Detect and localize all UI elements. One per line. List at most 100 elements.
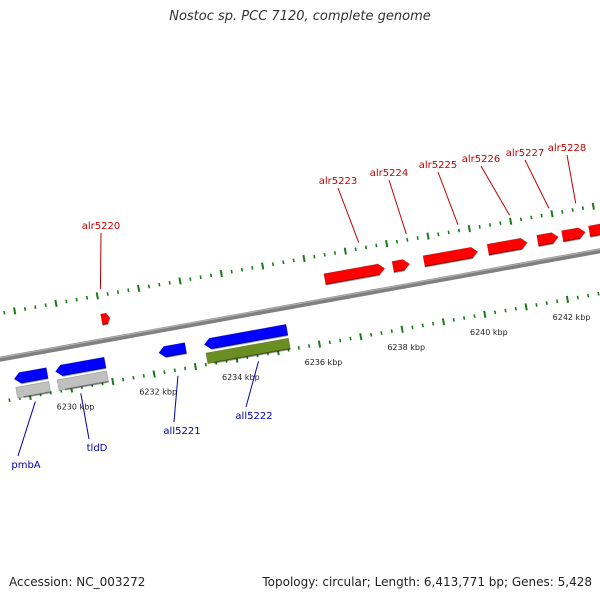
forward-gene-alr5227-shade xyxy=(538,242,554,248)
reverse-gene-all5222[interactable] xyxy=(203,323,289,350)
top-tick xyxy=(581,206,585,211)
forward-gene-alr5228[interactable] xyxy=(561,227,586,243)
reverse-gene-label[interactable]: tldD xyxy=(87,443,108,454)
reverse-gene-tldD-shade xyxy=(62,366,107,377)
forward-gene-label[interactable]: alr5223 xyxy=(319,176,357,187)
top-tick xyxy=(467,225,471,233)
top-tick xyxy=(199,275,202,280)
forward-gene[interactable] xyxy=(588,223,600,238)
bottom-tick xyxy=(400,325,404,333)
forward-gene-alr5227[interactable] xyxy=(536,232,559,247)
backbone-highlight xyxy=(0,248,600,359)
reverse-gene-label[interactable]: pmbA xyxy=(11,460,40,471)
bottom-tick xyxy=(432,321,435,326)
top-tick xyxy=(488,223,492,227)
forward-gene-label[interactable]: alr5224 xyxy=(370,168,408,179)
reverse-gene-pmbA[interactable] xyxy=(13,367,49,384)
top-tick xyxy=(519,217,523,222)
forward-gene-alr5220[interactable] xyxy=(100,312,111,326)
top-tick xyxy=(158,282,161,287)
forward-gene-alr5226-shade xyxy=(488,248,523,257)
top-tick xyxy=(509,217,513,225)
top-tick xyxy=(116,290,120,295)
top-tick xyxy=(591,202,595,210)
forward-gene-label[interactable]: alr5228 xyxy=(548,143,586,154)
kbp-label: 6240 kbp xyxy=(470,328,508,337)
reverse-gene-label[interactable]: all5222 xyxy=(235,411,272,422)
bottom-tick xyxy=(142,374,145,378)
bottom-tick xyxy=(359,333,363,341)
bottom-tick xyxy=(483,310,487,318)
bottom-tick xyxy=(556,299,559,304)
forward-gene-label[interactable]: alr5225 xyxy=(419,160,457,171)
top-tick xyxy=(85,295,89,300)
forward-gene-alr5225-shade xyxy=(424,257,473,268)
top-tick xyxy=(34,305,37,309)
top-tick xyxy=(13,307,17,315)
top-tick xyxy=(189,277,192,281)
pseudo-gene-shade xyxy=(23,391,51,399)
top-tick xyxy=(313,254,316,259)
forward-gene-alr5226[interactable] xyxy=(486,237,528,256)
top-tick xyxy=(168,280,171,285)
reverse-gene-label[interactable]: all5221 xyxy=(163,426,200,437)
bottom-tick xyxy=(587,293,590,298)
reverse-gene-all5221-shade xyxy=(165,352,187,359)
top-tick xyxy=(406,238,409,242)
gene-features[interactable] xyxy=(13,223,600,399)
bottom-tick xyxy=(132,375,135,380)
top-tick xyxy=(23,307,27,311)
kbp-label: 6238 kbp xyxy=(387,343,425,352)
forward-gene-alr5224[interactable] xyxy=(391,259,410,273)
forward-gene-label[interactable]: alr5227 xyxy=(506,148,544,159)
pseudo-gene[interactable] xyxy=(56,370,109,392)
bottom-tick xyxy=(514,306,517,311)
bottom-tick xyxy=(452,318,455,322)
kbp-label: 6234 kbp xyxy=(222,373,260,382)
bottom-tick xyxy=(535,303,538,307)
reverse-gene-all5221[interactable] xyxy=(158,342,188,358)
kbp-label: 6236 kbp xyxy=(305,358,343,367)
bottom-tick xyxy=(328,340,331,345)
gene-labels[interactable]: alr5220 alr5223 alr5224 alr5225 alr5226 alr52… xyxy=(11,143,586,471)
bottom-tick xyxy=(463,316,466,320)
top-tick xyxy=(54,299,58,307)
pseudo-gene[interactable] xyxy=(15,381,52,399)
top-tick xyxy=(137,284,141,293)
top-tick xyxy=(530,215,533,220)
forward-gene-shade xyxy=(590,234,600,238)
top-tick xyxy=(354,247,357,252)
bottom-tick xyxy=(204,362,207,367)
bottom-tick xyxy=(317,340,322,348)
top-tick xyxy=(65,299,68,304)
top-tick xyxy=(437,232,440,237)
rna-gene[interactable] xyxy=(205,337,291,365)
top-tick xyxy=(385,239,389,248)
top-tick xyxy=(457,228,461,233)
top-tick xyxy=(261,262,265,270)
bottom-tick xyxy=(349,336,352,341)
forward-gene-alr5224-shade xyxy=(393,269,405,274)
forward-gene-label[interactable]: alr5220 xyxy=(82,221,120,232)
reverse-tick-track xyxy=(0,291,600,404)
top-tick xyxy=(292,258,295,263)
top-tick xyxy=(364,245,368,250)
bottom-tick xyxy=(370,332,373,337)
top-tick xyxy=(550,210,554,218)
forward-gene-alr5228-shade xyxy=(563,237,581,243)
forward-gene-label[interactable]: alr5226 xyxy=(462,154,500,165)
accession-text: Accession: NC_003272 xyxy=(9,575,146,589)
reverse-gene-tldD[interactable] xyxy=(55,356,107,377)
kbp-label: 6232 kbp xyxy=(139,388,177,397)
top-tick xyxy=(540,213,543,218)
bottom-tick xyxy=(297,346,300,350)
bottom-tick xyxy=(163,370,166,375)
bottom-tick xyxy=(545,301,548,305)
forward-gene-alr5223[interactable] xyxy=(323,263,386,285)
bottom-tick xyxy=(380,331,383,335)
top-tick xyxy=(209,273,213,278)
kbp-label: 6230 kbp xyxy=(57,403,95,412)
genome-backbone xyxy=(0,248,600,362)
forward-gene-alr5225[interactable] xyxy=(422,246,479,268)
